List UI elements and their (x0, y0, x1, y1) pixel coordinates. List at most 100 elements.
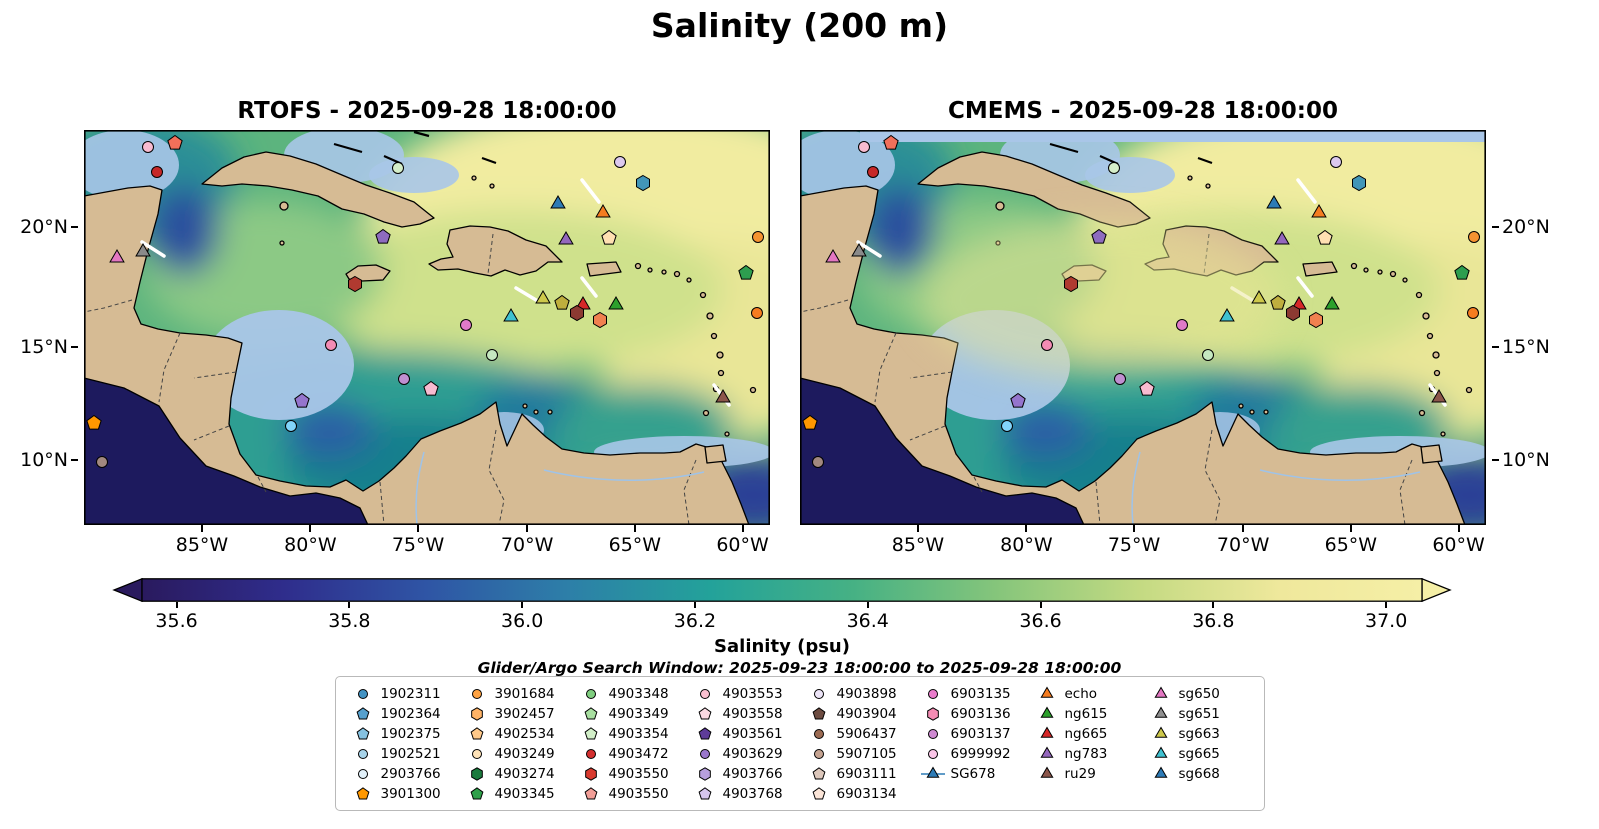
legend-item-label: 4903550 (608, 785, 669, 802)
pentagon-marker-icon (698, 726, 711, 739)
circle-marker-icon (1468, 231, 1480, 243)
circle-marker-icon (751, 307, 763, 319)
triangle-marker-icon (1039, 745, 1054, 758)
legend-item-label: sg650 (1178, 685, 1220, 702)
triangle-marker-icon (109, 249, 125, 263)
triangle-marker-icon (1251, 290, 1267, 304)
pentagon-marker-icon (601, 229, 617, 245)
circle-marker-icon (486, 349, 498, 361)
x-tick (1025, 525, 1028, 532)
pentagon-marker-icon (1317, 229, 1333, 245)
legend-item: ru29 (1034, 765, 1136, 782)
legend-item: 4903904 (806, 705, 908, 722)
legend-item-label: 4903472 (608, 745, 669, 762)
triangle-marker-icon (1039, 705, 1054, 718)
pentagon-marker-icon (356, 786, 369, 799)
hexagon-marker-icon (926, 706, 939, 721)
triangle-marker-icon (1039, 705, 1054, 718)
triangle-marker-icon (595, 204, 611, 218)
circle-marker-icon (142, 141, 154, 153)
legend-item: 1902521 (350, 745, 452, 762)
colorbar-tick-label: 36.2 (673, 610, 717, 632)
legend-item: 4903349 (578, 705, 680, 722)
pentagon-marker-icon (1010, 392, 1026, 408)
pentagon-marker-icon (698, 786, 711, 799)
pentagon-marker-icon (86, 414, 102, 430)
legend-item-label: 1902375 (380, 725, 441, 742)
colorbar-tick-label: 36.8 (1192, 610, 1235, 632)
pentagon-marker-icon (375, 228, 391, 244)
circle-marker-icon (357, 688, 368, 699)
colorbar-arrow-left (112, 577, 143, 603)
legend-item: 3902457 (464, 705, 566, 722)
hexagon-marker-icon (470, 766, 483, 781)
triangle-marker-icon (1153, 685, 1168, 698)
triangle-marker-icon (1039, 765, 1054, 778)
circle-marker-icon (151, 166, 163, 178)
map-frame (800, 130, 1486, 525)
colorbar-tick-label: 35.6 (155, 610, 198, 632)
x-tick-label: 60°W (1432, 534, 1485, 556)
legend-item: 3901300 (350, 785, 452, 802)
circle-marker-icon (471, 688, 482, 699)
hexagon-marker-icon (470, 706, 483, 721)
circle-marker-icon (357, 768, 368, 779)
pentagon-marker-icon (470, 726, 483, 739)
colorbar-tick-label: 35.8 (328, 610, 371, 632)
circle-marker-icon (699, 688, 710, 699)
pentagon-marker-icon (167, 134, 183, 150)
y-tick (71, 345, 78, 348)
colorbar-tick (866, 602, 869, 608)
triangle-marker-icon (1153, 765, 1168, 778)
pentagon-marker-icon (812, 706, 825, 719)
legend-item: 4903550 (578, 765, 680, 782)
circle-marker-icon (1108, 162, 1120, 174)
pentagon-marker-icon (356, 706, 369, 719)
legend-item: sg668 (1148, 765, 1250, 782)
legend-item: sg663 (1148, 725, 1250, 742)
pentagon-marker-icon (1139, 380, 1155, 396)
legend-item: 4903249 (464, 745, 566, 762)
circle-marker-icon (357, 688, 368, 699)
y-tick (71, 458, 78, 461)
legend-item: 4902534 (464, 725, 566, 742)
triangle-marker-icon (503, 308, 519, 322)
legend-item-label: sg663 (1178, 725, 1220, 742)
subplot-title-rtofs: RTOFS - 2025-09-28 18:00:00 (237, 98, 617, 124)
pentagon-marker-icon (294, 392, 310, 408)
triangle-marker-icon (1153, 745, 1168, 758)
pentagon-marker-icon (584, 726, 597, 739)
map-panel-cmems: CMEMS - 2025-09-28 18:00:00 20°N 15°N 10°N… (800, 96, 1550, 556)
triangle-marker-icon (535, 290, 551, 304)
colorbar-tick-label: 36.6 (1019, 610, 1062, 632)
cmems-field-variation (920, 220, 1280, 380)
pentagon-marker-icon (584, 786, 597, 799)
pentagon-marker-icon (698, 706, 711, 719)
triangle-marker-icon (1153, 745, 1168, 758)
colorbar-tick (521, 602, 524, 608)
legend-item-label: 6903134 (836, 785, 897, 802)
x-tick (633, 525, 636, 532)
pentagon-marker-icon (470, 726, 483, 739)
triangle-marker-icon (1153, 725, 1168, 738)
legend-item-label: 4903904 (836, 705, 897, 722)
circle-marker-icon (813, 728, 824, 739)
pentagon-marker-icon (812, 766, 825, 779)
x-tick (417, 525, 420, 532)
pentagon-marker-icon (356, 726, 369, 739)
legend-item-label: 4903348 (608, 685, 669, 702)
pentagon-marker-icon (1270, 294, 1286, 310)
legend-item: ng665 (1034, 725, 1136, 742)
triangle-marker-icon (1219, 308, 1235, 322)
circle-marker-icon (927, 688, 938, 699)
hexagon-marker-icon (470, 706, 483, 721)
circle-marker-icon (699, 748, 710, 759)
hexagon-marker-icon (1309, 311, 1323, 329)
circle-marker-icon (812, 456, 824, 468)
legend-item: ng615 (1034, 705, 1136, 722)
pentagon-marker-icon (812, 786, 825, 799)
circle-marker-icon (699, 688, 710, 699)
triangle-marker-icon (1039, 765, 1054, 778)
triangle-marker-icon (1039, 725, 1054, 738)
